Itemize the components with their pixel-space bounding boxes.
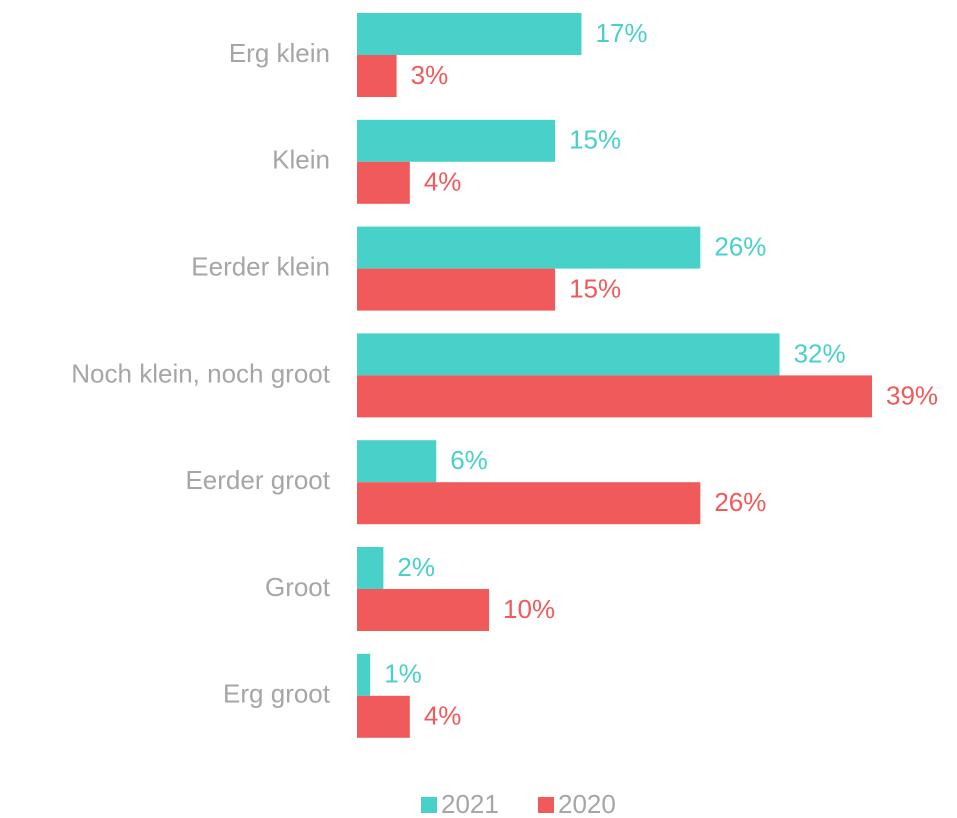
category-label: Groot [265,572,331,602]
value-label: 26% [714,231,766,261]
value-label: 26% [714,487,766,517]
bar [357,482,701,525]
value-label: 6% [450,445,488,475]
value-label: 4% [424,701,462,731]
bar [357,375,872,418]
bar [357,226,701,269]
bar [357,695,410,738]
legend-label: 2020 [558,789,616,818]
bar [357,589,490,631]
legend-swatch [538,797,554,813]
legend-label: 2021 [441,789,499,818]
value-label: 4% [424,167,462,197]
bar [357,440,437,483]
bar [357,653,371,696]
bar [357,161,410,204]
value-label: 15% [569,125,621,155]
value-label: 39% [886,380,938,410]
value-label: 32% [794,338,846,368]
value-label: 1% [384,659,422,689]
bar [357,333,780,376]
value-label: 3% [411,60,449,90]
category-label: Eerder klein [191,251,330,281]
category-label: Klein [272,145,330,175]
value-label: 17% [595,18,647,48]
category-label: Eerder groot [185,465,330,495]
value-label: 10% [503,594,555,624]
bar [357,55,397,97]
value-label: 15% [569,273,621,303]
category-label: Noch klein, noch groot [71,358,330,388]
legend-swatch [421,797,437,813]
bar [357,119,556,162]
value-label: 2% [397,552,435,582]
bar [357,268,556,311]
bar [357,547,384,589]
bar [357,13,582,55]
category-label: Erg klein [229,38,330,68]
category-label: Erg groot [223,679,331,709]
